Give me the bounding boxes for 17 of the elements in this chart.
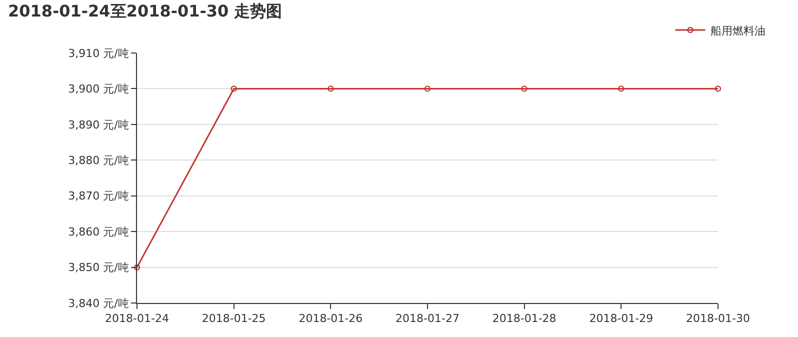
- y-tick-label: 3,840 元/吨: [68, 296, 129, 310]
- x-tick-label: 2018-01-24: [105, 312, 169, 326]
- chart-title: 2018-01-24至2018-01-30 走势图: [8, 1, 282, 20]
- x-tick-label: 2018-01-29: [589, 312, 654, 326]
- x-tick-label: 2018-01-28: [492, 312, 556, 326]
- y-tick-label: 3,900 元/吨: [68, 82, 129, 96]
- y-tick-label: 3,880 元/吨: [68, 154, 129, 167]
- x-tick-label: 2018-01-30: [686, 312, 750, 326]
- y-tick-label: 3,890 元/吨: [68, 118, 129, 132]
- y-tick-label: 3,910 元/吨: [68, 46, 129, 60]
- y-tick-label: 3,860 元/吨: [68, 225, 129, 238]
- y-tick-label: 3,870 元/吨: [68, 190, 129, 203]
- x-tick-label: 2018-01-26: [298, 312, 363, 326]
- x-tick-label: 2018-01-25: [202, 312, 266, 326]
- y-tick-label: 3,850 元/吨: [68, 261, 129, 274]
- x-tick-label: 2018-01-27: [396, 312, 460, 326]
- legend-label: 船用燃料油: [710, 24, 766, 38]
